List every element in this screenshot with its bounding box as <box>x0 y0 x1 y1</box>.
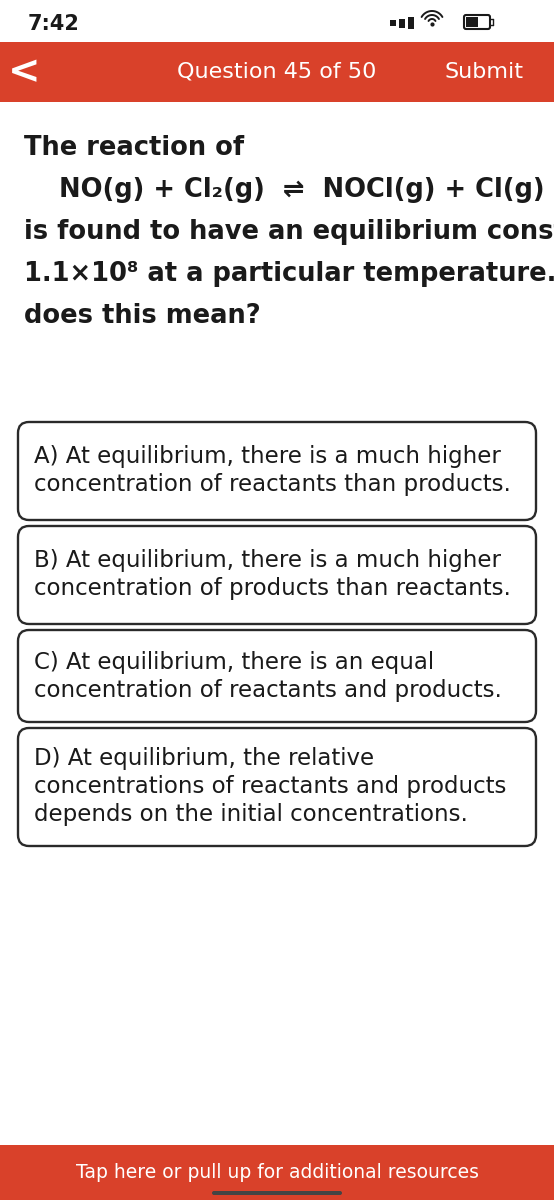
Text: C) At equilibrium, there is an equal: C) At equilibrium, there is an equal <box>34 650 434 673</box>
FancyBboxPatch shape <box>18 422 536 520</box>
Text: Question 45 of 50: Question 45 of 50 <box>177 62 377 82</box>
Text: does this mean?: does this mean? <box>24 302 260 329</box>
Text: The reaction of: The reaction of <box>24 134 244 161</box>
Text: concentrations of reactants and products: concentrations of reactants and products <box>34 775 506 798</box>
Text: <: < <box>8 53 40 91</box>
Text: B) At equilibrium, there is a much higher: B) At equilibrium, there is a much highe… <box>34 550 501 572</box>
FancyBboxPatch shape <box>399 18 405 28</box>
FancyBboxPatch shape <box>18 728 536 846</box>
Text: concentration of reactants than products.: concentration of reactants than products… <box>34 474 511 497</box>
Text: 1.1×10⁸ at a particular temperature.  What: 1.1×10⁸ at a particular temperature. Wha… <box>24 260 554 287</box>
FancyBboxPatch shape <box>212 1190 342 1195</box>
FancyBboxPatch shape <box>390 20 396 26</box>
FancyBboxPatch shape <box>18 526 536 624</box>
FancyBboxPatch shape <box>18 630 536 722</box>
FancyBboxPatch shape <box>466 17 478 26</box>
Text: Tap here or pull up for additional resources: Tap here or pull up for additional resou… <box>75 1163 479 1182</box>
Text: A) At equilibrium, there is a much higher: A) At equilibrium, there is a much highe… <box>34 445 501 468</box>
Text: D) At equilibrium, the relative: D) At equilibrium, the relative <box>34 748 374 770</box>
Text: concentration of products than reactants.: concentration of products than reactants… <box>34 577 511 600</box>
Text: is found to have an equilibrium constant of: is found to have an equilibrium constant… <box>24 218 554 245</box>
Text: concentration of reactants and products.: concentration of reactants and products. <box>34 678 502 702</box>
FancyBboxPatch shape <box>0 1145 554 1200</box>
Text: NO(g) + Cl₂(g)  ⇌  NOCl(g) + Cl(g): NO(g) + Cl₂(g) ⇌ NOCl(g) + Cl(g) <box>59 176 545 203</box>
Text: Submit: Submit <box>445 62 524 82</box>
Text: depends on the initial concentrations.: depends on the initial concentrations. <box>34 804 468 827</box>
Text: 7:42: 7:42 <box>28 14 80 34</box>
FancyBboxPatch shape <box>408 17 414 29</box>
FancyBboxPatch shape <box>0 42 554 102</box>
